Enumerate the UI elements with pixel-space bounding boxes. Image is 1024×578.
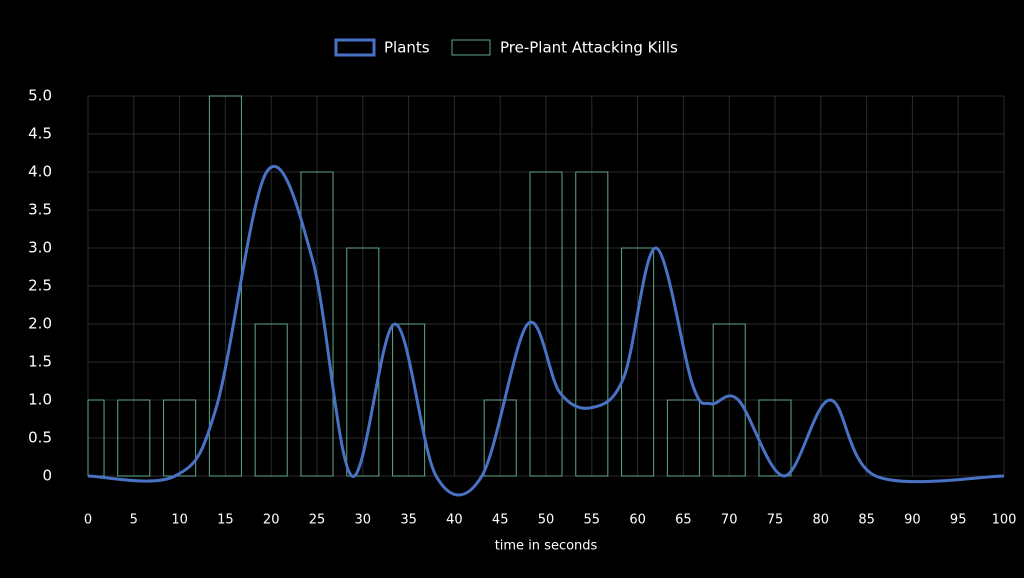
bar <box>666 399 700 477</box>
x-tick-label: 30 <box>355 513 372 528</box>
bar <box>300 171 334 477</box>
y-tick-label: 0.5 <box>28 429 52 447</box>
x-tick-label: 5 <box>130 513 138 528</box>
x-tick-label: 50 <box>538 513 555 528</box>
x-tick-label: 70 <box>721 513 738 528</box>
x-tick-label: 65 <box>675 513 692 528</box>
x-tick-label: 10 <box>171 513 188 528</box>
x-tick-label: 40 <box>446 513 463 528</box>
legend-label: Pre-Plant Attacking Kills <box>500 39 678 57</box>
y-tick-label: 4.5 <box>28 125 52 143</box>
x-tick-label: 55 <box>584 513 601 528</box>
legend-swatch <box>451 39 491 56</box>
grid <box>87 95 1005 477</box>
y-tick-label: 1.0 <box>28 391 52 409</box>
y-tick-label: 2.5 <box>28 277 52 295</box>
bar <box>621 247 655 477</box>
y-tick-label: 0 <box>42 467 52 485</box>
x-tick-label: 75 <box>767 513 784 528</box>
x-tick-label: 80 <box>813 513 830 528</box>
bar <box>254 323 288 477</box>
x-tick-label: 100 <box>992 513 1017 528</box>
bar <box>117 399 151 477</box>
bar <box>392 323 426 477</box>
legend-label: Plants <box>384 39 430 57</box>
bar <box>712 323 746 477</box>
x-tick-label: 25 <box>309 513 326 528</box>
legend-swatch <box>334 38 376 57</box>
bar <box>163 399 197 477</box>
bar <box>346 247 380 477</box>
y-tick-label: 3.0 <box>28 239 52 257</box>
y-tick-label: 3.5 <box>28 201 52 219</box>
y-tick-label: 4.0 <box>28 163 52 181</box>
y-tick-label: 2.0 <box>28 315 52 333</box>
y-tick-label: 5.0 <box>28 87 52 105</box>
x-tick-label: 45 <box>492 513 509 528</box>
x-tick-label: 35 <box>400 513 417 528</box>
x-tick-label: 95 <box>950 513 967 528</box>
y-tick-label: 1.5 <box>28 353 52 371</box>
x-tick-label: 20 <box>263 513 280 528</box>
x-tick-label: 85 <box>858 513 875 528</box>
bar <box>575 171 609 477</box>
x-tick-label: 60 <box>629 513 646 528</box>
x-tick-label: 15 <box>217 513 234 528</box>
bar <box>483 399 517 477</box>
x-tick-label: 90 <box>904 513 921 528</box>
x-axis-title: time in seconds <box>495 539 598 554</box>
x-tick-label: 0 <box>84 513 92 528</box>
line <box>87 164 1005 497</box>
